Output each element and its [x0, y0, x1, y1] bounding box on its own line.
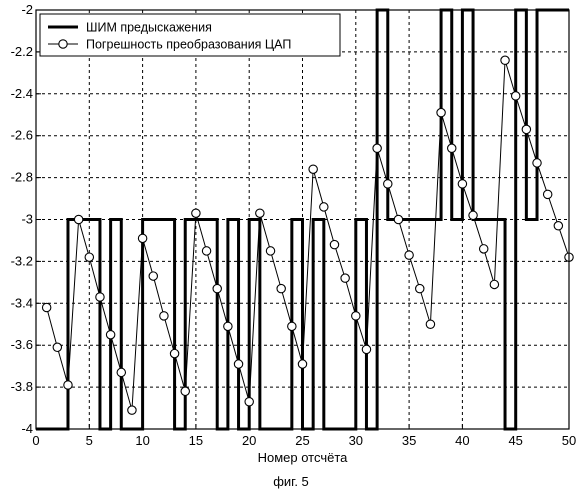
x-tick-label: 20 — [242, 433, 256, 448]
series-error-point — [53, 343, 61, 351]
series-error-point — [394, 215, 402, 223]
series-error-point — [117, 368, 125, 376]
series-error-point — [416, 284, 424, 292]
series-error-point — [543, 190, 551, 198]
series-error-point — [74, 215, 82, 223]
series-error-point — [490, 280, 498, 288]
x-tick-label: 25 — [295, 433, 309, 448]
series-error-point — [341, 274, 349, 282]
x-tick-label: 15 — [189, 433, 203, 448]
series-error-point — [170, 349, 178, 357]
legend-marker-error — [59, 40, 67, 48]
series-error-point — [512, 92, 520, 100]
y-tick-label: -2.6 — [11, 128, 33, 143]
series-error-point — [309, 165, 317, 173]
x-tick-label: 35 — [402, 433, 416, 448]
series-error-point — [234, 360, 242, 368]
series-error-point — [288, 322, 296, 330]
series-error-point — [277, 284, 285, 292]
x-tick-label: 10 — [135, 433, 149, 448]
series-error-point — [458, 180, 466, 188]
series-error-point — [245, 398, 253, 406]
series-error-point — [64, 381, 72, 389]
y-tick-label: -3.8 — [11, 379, 33, 394]
y-tick-label: -2.2 — [11, 44, 33, 59]
chart: 0 5 10 15 20 25 30 35 40 45 50 -2 -2.2 -2.4 -2.6 -2.8 -3… — [0, 0, 582, 470]
x-tick-label: 0 — [32, 433, 39, 448]
series-error-point — [469, 211, 477, 219]
series-error-point — [128, 406, 136, 414]
series-error-point — [42, 303, 50, 311]
series-error-point — [554, 222, 562, 230]
series-error-point — [480, 245, 488, 253]
legend-label: Погрешность преобразования ЦАП — [86, 38, 291, 52]
series-error-point — [522, 125, 530, 133]
y-tick-label: -2.4 — [11, 86, 33, 101]
series-error-point — [405, 251, 413, 259]
y-tick-label: -2 — [21, 2, 33, 17]
x-axis-label: Номер отсчёта — [258, 450, 349, 465]
legend: ШИМ предыскажения Погрешность преобразова… — [40, 14, 340, 56]
series-error-point — [320, 203, 328, 211]
series-error-point — [437, 108, 445, 116]
legend-label: ШИМ предыскажения — [86, 21, 212, 35]
series-error-point — [501, 56, 509, 64]
series-error-point — [192, 209, 200, 217]
x-tick-label: 5 — [86, 433, 93, 448]
series-error-point — [298, 360, 306, 368]
y-tick-label: -4 — [21, 421, 33, 436]
x-tick-label: 30 — [349, 433, 363, 448]
y-tick-label: -3 — [21, 212, 33, 227]
series-error-point — [160, 312, 168, 320]
y-tick-label: -3.4 — [11, 295, 33, 310]
y-tick-label: -3.6 — [11, 337, 33, 352]
series-error-point — [106, 331, 114, 339]
series-error-point — [352, 312, 360, 320]
y-tick-label: -2.8 — [11, 170, 33, 185]
x-tick-label: 40 — [455, 433, 469, 448]
y-tick-label: -3.2 — [11, 253, 33, 268]
x-tick-label: 50 — [562, 433, 576, 448]
series-error-point — [384, 180, 392, 188]
series-error-point — [266, 247, 274, 255]
series-error-point — [426, 320, 434, 328]
series-error-point — [96, 293, 104, 301]
series-error-point — [213, 284, 221, 292]
series-error-point — [448, 144, 456, 152]
series-error-point — [533, 159, 541, 167]
series-error-point — [256, 209, 264, 217]
series-error-point — [224, 322, 232, 330]
series-error-point — [330, 240, 338, 248]
series-error-point — [202, 247, 210, 255]
series-error-point — [181, 387, 189, 395]
series-error-point — [85, 253, 93, 261]
figure-caption: фиг. 5 — [0, 474, 582, 489]
series-error-point — [373, 144, 381, 152]
series-error-point — [138, 234, 146, 242]
x-tick-label: 45 — [508, 433, 522, 448]
series-error-point — [149, 272, 157, 280]
series-error-point — [362, 345, 370, 353]
